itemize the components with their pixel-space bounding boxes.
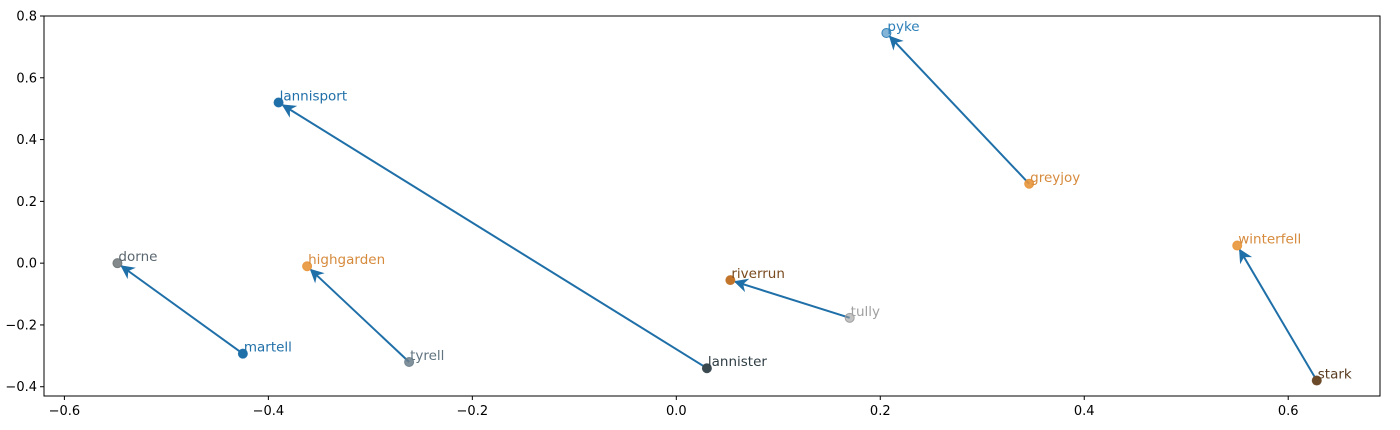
- arrow-martell-to-dorne: [120, 265, 244, 355]
- point-martell: [237, 348, 248, 359]
- point-label-martell: martell: [244, 340, 292, 356]
- points-layer: [112, 27, 1322, 386]
- point-label-winterfell: winterfell: [1238, 232, 1301, 248]
- arrow-lannister-to-lannisport: [281, 104, 708, 370]
- point-label-tyrell: tyrell: [410, 348, 444, 364]
- plot-frame: [43, 15, 1381, 397]
- point-lannisport: [273, 97, 284, 108]
- point-label-lannisport: lannisport: [280, 89, 348, 105]
- point-stark: [1311, 375, 1322, 386]
- y-tick-label: 0.6: [16, 71, 37, 86]
- x-tick-label: −0.6: [49, 404, 81, 419]
- point-highgarden: [302, 261, 313, 272]
- point-tully: [844, 312, 855, 323]
- x-tick-label: 0.6: [1278, 404, 1299, 419]
- point-riverrun: [725, 275, 736, 286]
- x-tick-label: −0.2: [457, 404, 489, 419]
- point-winterfell: [1232, 240, 1243, 251]
- point-label-lannister: lannister: [708, 354, 768, 370]
- y-tick-label: −0.2: [5, 318, 37, 333]
- point-label-dorne: dorne: [118, 249, 157, 265]
- point-label-tully: tully: [851, 304, 880, 320]
- x-tick-label: 0.4: [1074, 404, 1095, 419]
- point-greyjoy: [1024, 178, 1035, 189]
- point-lannister: [701, 363, 712, 374]
- x-tick-label: 0.0: [666, 404, 687, 419]
- x-tick-label: −0.4: [253, 404, 285, 419]
- y-tick-label: 0.4: [16, 133, 37, 148]
- arrow-tully-to-riverrun: [733, 278, 850, 319]
- point-label-riverrun: riverrun: [731, 266, 785, 282]
- arrow-stark-to-winterfell: [1238, 248, 1318, 382]
- x-tick-label: 0.2: [870, 404, 891, 419]
- point-pyke: [881, 27, 892, 38]
- point-label-highgarden: highgarden: [308, 252, 385, 268]
- axes: −0.6 −0.4 −0.2 0.0 0.2 0.4 0.6 −0.4 −0.2 0.0 0.2 0.…: [5, 10, 1381, 419]
- arrow-tyrell-to-highgarden: [309, 268, 410, 363]
- arrows-layer: [120, 35, 1318, 382]
- point-label-stark: stark: [1318, 367, 1352, 383]
- point-tyrell: [404, 357, 415, 368]
- y-tick-label: 0.8: [16, 10, 37, 25]
- y-tick-label: −0.4: [5, 380, 37, 395]
- point-label-greyjoy: greyjoy: [1030, 170, 1080, 186]
- arrow-greyjoy-to-pyke: [888, 35, 1030, 185]
- y-tick-label: 0.0: [16, 257, 37, 272]
- point-labels-layer: pyke lannisport greyjoy winterfell dorne high…: [118, 19, 1351, 383]
- y-tick-label: 0.2: [16, 195, 37, 210]
- point-dorne: [112, 258, 123, 269]
- point-label-pyke: pyke: [887, 19, 919, 35]
